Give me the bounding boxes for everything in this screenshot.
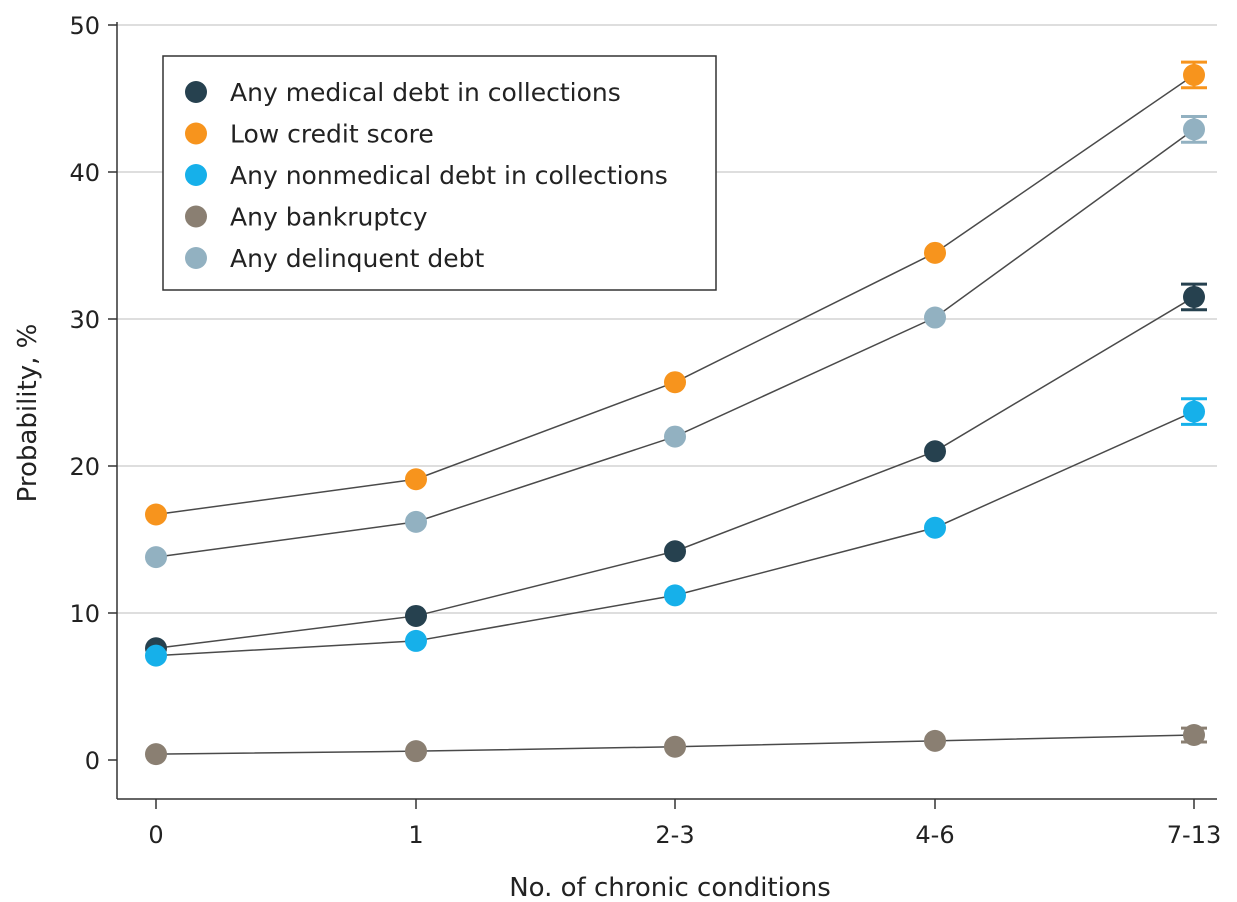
series-markers-4 — [145, 115, 1207, 569]
data-point — [405, 510, 427, 533]
x-tick-label: 0 — [148, 821, 163, 849]
legend-label: Low credit score — [230, 120, 434, 149]
legend-marker — [185, 247, 207, 269]
series-2 — [155, 410, 1195, 657]
data-point — [664, 735, 686, 758]
series-markers-3 — [145, 724, 1207, 766]
x-tick-label: 7-13 — [1167, 821, 1221, 849]
y-tick-labels: 0 10 20 30 40 50 — [69, 12, 100, 775]
data-point — [664, 584, 686, 607]
data-point — [405, 604, 427, 627]
data-point — [924, 440, 946, 463]
data-point — [1183, 118, 1205, 141]
data-point — [1183, 400, 1205, 423]
data-point — [924, 516, 946, 539]
data-point — [145, 644, 167, 667]
data-point — [145, 503, 167, 526]
y-tick-label: 50 — [69, 12, 100, 40]
y-tick-label: 30 — [69, 306, 100, 334]
legend-label: Any bankruptcy — [230, 203, 428, 232]
series-markers-2 — [145, 397, 1207, 667]
data-point — [405, 629, 427, 652]
x-axis-title: No. of chronic conditions — [509, 873, 831, 902]
y-tick-label: 40 — [69, 159, 100, 187]
data-point — [664, 425, 686, 448]
data-point — [664, 540, 686, 563]
legend-label: Any delinquent debt — [230, 244, 484, 273]
y-tick-label: 10 — [69, 600, 100, 628]
data-point — [145, 546, 167, 569]
series-line — [155, 410, 1195, 657]
x-tick-label: 1 — [408, 821, 423, 849]
legend-label: Any nonmedical debt in collections — [230, 161, 668, 190]
y-tick-label: 0 — [85, 747, 100, 775]
data-point — [924, 729, 946, 752]
data-point — [145, 743, 167, 766]
data-point — [1183, 285, 1205, 308]
x-tick-labels: 0 1 2-3 4-6 7-13 — [148, 821, 1221, 849]
legend-marker — [185, 205, 207, 228]
y-tick-label: 20 — [69, 453, 100, 481]
legend-marker — [185, 81, 207, 103]
data-point — [924, 306, 946, 329]
data-point — [405, 740, 427, 763]
legend-label: Any medical debt in collections — [230, 78, 621, 107]
data-point — [664, 371, 686, 394]
data-point — [405, 468, 427, 491]
series — [145, 60, 1207, 766]
x-tick-label: 4-6 — [915, 821, 954, 849]
data-point — [924, 241, 946, 264]
legend-box — [162, 55, 717, 291]
data-point — [1183, 724, 1205, 747]
x-tick-label: 2-3 — [655, 821, 694, 849]
legend-marker — [185, 122, 207, 145]
axes — [108, 22, 1217, 809]
series-markers-1 — [145, 60, 1207, 526]
y-axis-title: Probability, % — [13, 324, 43, 503]
legend: Any medical debt in collections Low credi… — [162, 55, 717, 291]
data-point — [1183, 63, 1205, 86]
legend-marker — [185, 164, 207, 186]
